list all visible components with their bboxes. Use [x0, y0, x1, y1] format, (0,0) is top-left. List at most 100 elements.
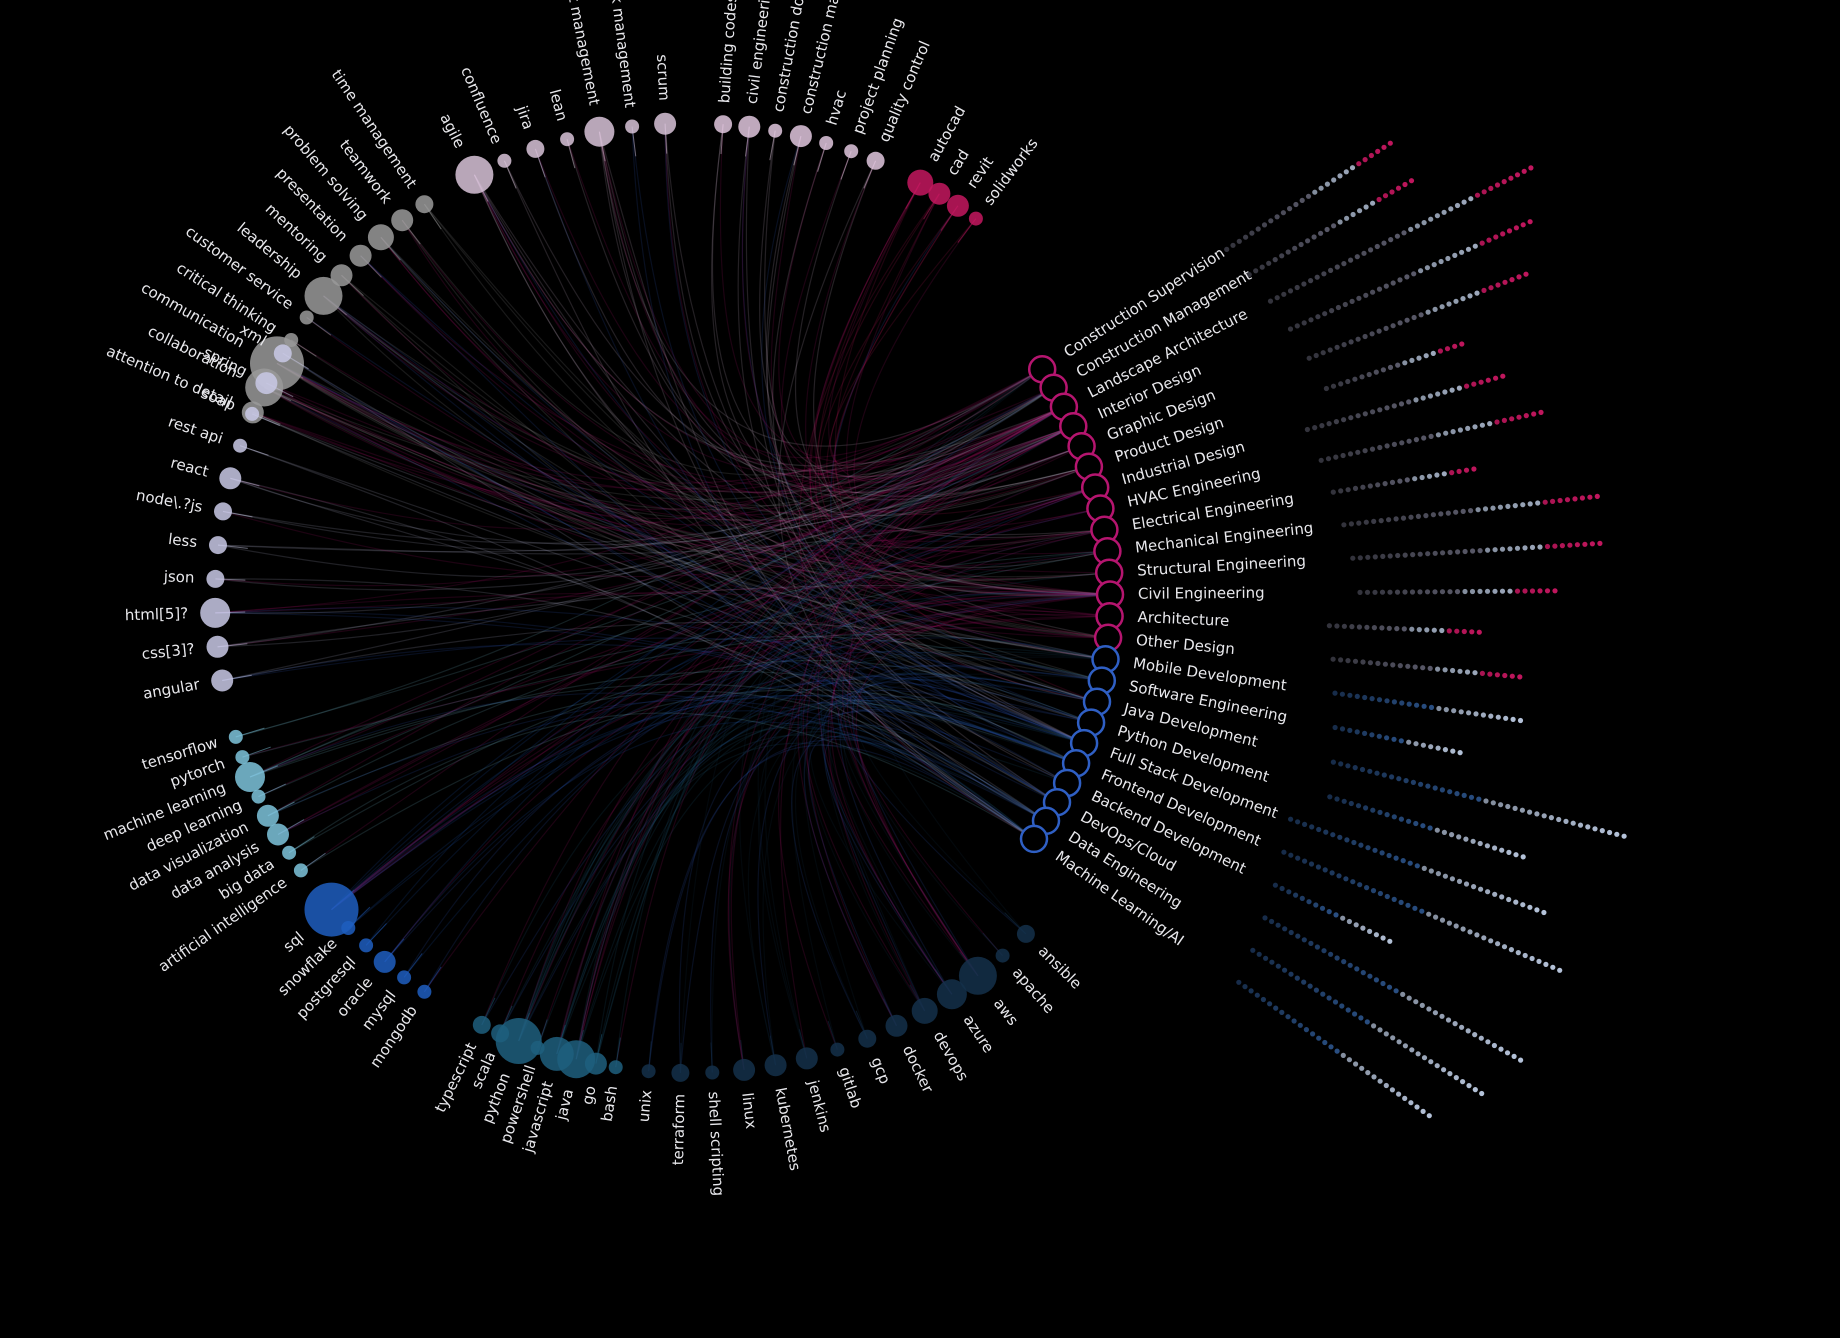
role-dot-mechanical-engineering [1423, 513, 1429, 519]
skill-node-mentoring[interactable] [330, 264, 353, 287]
skill-node-scala[interactable] [491, 1024, 510, 1043]
skill-node-quality-control[interactable] [866, 151, 885, 170]
skill-node-css-3[interactable] [206, 635, 229, 658]
skill-node-postgresql[interactable] [359, 938, 374, 953]
skill-node-construction-management[interactable] [789, 125, 812, 148]
skill-node-linux[interactable] [733, 1058, 756, 1081]
skill-node-gcp[interactable] [858, 1029, 877, 1048]
skill-node-pytorch[interactable] [235, 750, 250, 765]
skill-node-gitlab[interactable] [830, 1042, 845, 1057]
role-dot-graphic-design [1341, 342, 1347, 348]
edge-teamwork-construction-supervision [401, 219, 1043, 476]
skill-node-data-visualization[interactable] [256, 804, 279, 827]
edge-html-5-frontend-development [215, 611, 1077, 764]
skill-node-jira[interactable] [526, 139, 545, 158]
skill-node-xml[interactable] [273, 344, 292, 363]
edge-agile-civil-engineering [473, 174, 1111, 596]
skill-node-unix[interactable] [641, 1064, 656, 1079]
skill-node-revit[interactable] [946, 194, 969, 217]
skill-node-presentation[interactable] [349, 244, 372, 267]
skill-node-terraform[interactable] [671, 1063, 690, 1082]
role-dot-landscape-architecture [1488, 185, 1494, 191]
skill-node-typescript[interactable] [472, 1015, 491, 1034]
skill-node-autocad[interactable] [907, 169, 934, 196]
role-dot-devops-cloud [1367, 973, 1373, 979]
skill-node-json[interactable] [206, 569, 225, 588]
edge-python-full-stack-development [518, 699, 1085, 1042]
role-dot-java-development [1461, 792, 1467, 799]
edge-go-construction-supervision [595, 368, 1043, 1064]
skill-node-machine-learning[interactable] [235, 762, 265, 792]
role-dot-architecture [1349, 624, 1355, 630]
role-dot-mobile-development [1339, 691, 1345, 697]
skill-node-big-data[interactable] [282, 845, 297, 860]
role-dot-hvac-engineering [1377, 444, 1383, 451]
skill-node-agile[interactable] [455, 155, 494, 194]
skill-node-customer-service[interactable] [299, 310, 314, 325]
role-dot-other-design [1330, 656, 1336, 662]
role-dot-full-stack-development [1456, 878, 1463, 885]
edge-kubernetes-mobile-development [762, 656, 1106, 1066]
skill-node-node-js[interactable] [214, 502, 232, 521]
skill-node-data-analysis[interactable] [267, 823, 289, 846]
skill-node-angular[interactable] [211, 669, 234, 692]
edge-cad-civil-engineering [846, 193, 1111, 596]
skill-node-risk-management[interactable] [625, 119, 640, 134]
role-dot-construction-supervision [1362, 157, 1368, 163]
skill-node-react[interactable] [219, 467, 242, 490]
skill-node-tensorflow[interactable] [228, 729, 243, 744]
skill-node-leadership[interactable] [304, 276, 343, 315]
role-dot-civil-engineering [1394, 589, 1401, 595]
skill-node-civil-engineering[interactable] [738, 115, 761, 138]
skill-node-construction-documents[interactable] [768, 123, 783, 138]
skill-node-ansible[interactable] [1016, 924, 1035, 943]
role-dot-architecture [1461, 628, 1467, 635]
skill-node-project-planning[interactable] [844, 144, 859, 159]
skill-node-hvac[interactable] [819, 136, 834, 150]
skill-node-mysql[interactable] [397, 970, 412, 985]
edge-html-5-construction-supervision [215, 368, 1043, 614]
skill-node-javascript[interactable] [539, 1036, 574, 1071]
skill-node-teamwork[interactable] [391, 209, 414, 232]
skill-node-shell-scripting[interactable] [705, 1065, 720, 1080]
skill-node-less[interactable] [209, 536, 227, 555]
skill-node-rest-api[interactable] [233, 438, 248, 453]
skill-node-azure[interactable] [936, 979, 967, 1010]
role-dot-civil-engineering [1409, 589, 1416, 595]
skill-node-solidworks[interactable] [968, 211, 983, 226]
skill-node-bash[interactable] [608, 1060, 623, 1075]
role-dot-construction-supervision [1249, 230, 1255, 236]
role-dot-devops-cloud [1354, 966, 1360, 972]
skill-node-apache[interactable] [995, 948, 1010, 963]
skill-node-kubernetes[interactable] [764, 1054, 787, 1077]
skill-node-confluence[interactable] [497, 153, 512, 168]
skill-node-spring[interactable] [255, 372, 278, 395]
role-dot-full-stack-development [1428, 868, 1434, 874]
skill-node-devops[interactable] [911, 997, 938, 1024]
skill-node-time-management[interactable] [415, 195, 434, 214]
skill-node-sql[interactable] [304, 882, 359, 937]
skill-node-cad[interactable] [928, 182, 951, 205]
skill-node-deep-learning[interactable] [251, 789, 266, 804]
skill-node-oracle[interactable] [373, 950, 396, 973]
skill-node-html-5[interactable] [200, 597, 231, 628]
skill-node-problem-solving[interactable] [367, 224, 394, 251]
role-dot-full-stack-development [1337, 834, 1343, 840]
skill-node-mongodb[interactable] [417, 984, 432, 999]
skill-node-soap[interactable] [245, 406, 260, 421]
edge-python-interior-design [518, 425, 1074, 1042]
skill-node-artificial-intelligence[interactable] [293, 863, 308, 878]
role-node-machine-learning-ai[interactable] [1019, 824, 1049, 854]
skill-node-aws[interactable] [958, 956, 997, 995]
role-dot-structural-engineering [1350, 555, 1356, 561]
skill-node-building-codes[interactable] [714, 115, 733, 134]
edge-leadership-frontend-development [323, 295, 1077, 764]
edge-gcp-software-engineering [794, 668, 1102, 1039]
skill-node-scrum[interactable] [654, 112, 677, 135]
skill-node-docker[interactable] [885, 1014, 908, 1037]
skill-node-critical-thinking[interactable] [284, 333, 299, 347]
skill-node-jenkins[interactable] [795, 1047, 818, 1070]
skill-node-project-management[interactable] [584, 116, 615, 147]
skill-node-lean[interactable] [560, 132, 575, 147]
